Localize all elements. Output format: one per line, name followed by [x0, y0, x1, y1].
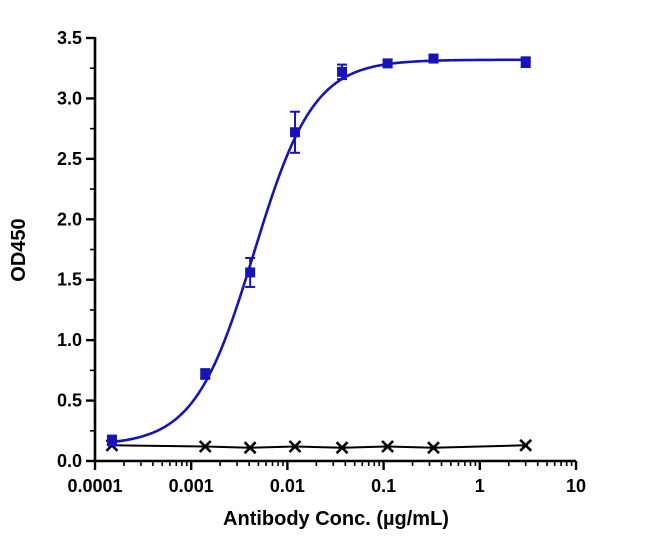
y-ticks: 0.0 0.5 1.0 1.5 2.0 2.5 3.0 3.5 [57, 28, 95, 471]
series-antibody [106, 53, 531, 447]
square-marker [428, 53, 439, 64]
x-marker [198, 440, 212, 453]
fit-curve [111, 58, 526, 444]
y-tick-label: 3.0 [57, 88, 82, 108]
x-tick-label: 10 [566, 476, 586, 496]
square-marker [200, 368, 211, 379]
y-tick-label: 0.0 [57, 451, 82, 471]
square-marker [245, 267, 256, 278]
x-tick-label: 0.1 [371, 476, 396, 496]
x-marker [288, 440, 302, 453]
x-marker [519, 438, 533, 452]
y-tick-label: 3.5 [57, 28, 82, 48]
square-marker [337, 66, 348, 77]
y-tick-label: 1.0 [57, 330, 82, 350]
x-tick-label: 0.001 [169, 476, 214, 496]
y-tick-label: 2.5 [57, 149, 82, 169]
series-control [105, 438, 533, 455]
x-marker [243, 441, 257, 455]
square-marker [106, 435, 117, 446]
square-marker [290, 127, 301, 138]
square-marker [520, 57, 531, 68]
x-tick-label: 0.0001 [67, 476, 122, 496]
axes [93, 37, 576, 463]
control-line [111, 444, 526, 449]
y-tick-label: 2.0 [57, 209, 82, 229]
x-ticks: 0.0001 0.001 0.01 0.1 1 10 [67, 461, 586, 496]
x-marker [427, 441, 440, 455]
y-tick-label: 1.5 [57, 270, 82, 290]
y-tick-label: 0.5 [57, 391, 82, 411]
square-marker [382, 58, 393, 69]
x-marker [381, 440, 395, 453]
x-tick-label: 0.01 [270, 476, 305, 496]
x-marker [335, 441, 349, 455]
x-tick-label: 1 [475, 476, 485, 496]
x-axis-title: Antibody Conc. (µg/mL) [223, 508, 449, 530]
y-axis-title: OD450 [8, 218, 30, 281]
